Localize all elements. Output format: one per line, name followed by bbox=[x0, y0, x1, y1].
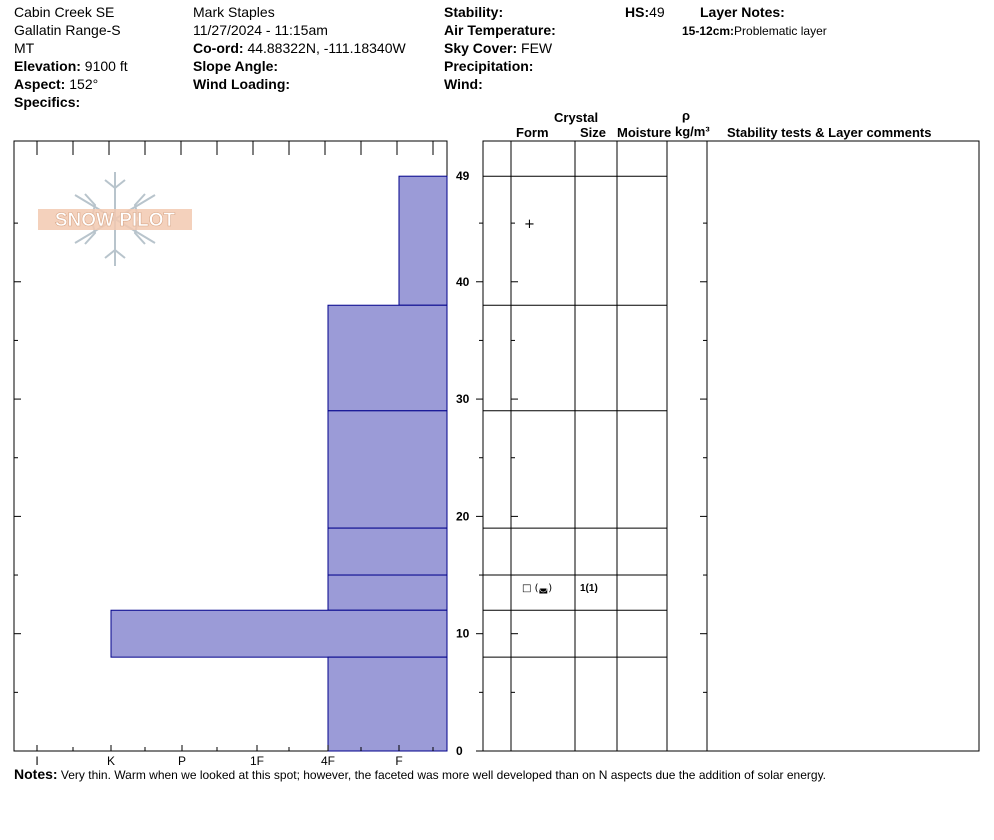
snowpilot-logo: SNOW PILOT bbox=[38, 172, 192, 266]
notes-label: Notes: bbox=[14, 766, 58, 782]
hardness-tick-label: 4F bbox=[321, 754, 335, 768]
depth-tick-label: 40 bbox=[456, 275, 470, 289]
precipitation-label: Precipitation: bbox=[444, 58, 534, 74]
crystal-header: Crystal bbox=[554, 110, 599, 125]
crystal-form-symbol: □ (◛) bbox=[522, 583, 552, 594]
mountain-range: Gallatin Range-S bbox=[14, 22, 121, 38]
elevation-value: 9100 ft bbox=[84, 58, 128, 74]
notes-row: Notes: Very thin. Warm when we looked at… bbox=[14, 766, 826, 782]
hardness-tick-label: I bbox=[35, 754, 38, 768]
depth-tick-label: 20 bbox=[456, 509, 470, 523]
observer-name: Mark Staples bbox=[193, 4, 275, 20]
hardness-tick-label: F bbox=[395, 754, 402, 768]
depth-tick-label: 30 bbox=[456, 392, 470, 406]
observation-datetime: 11/27/2024 - 11:15am bbox=[193, 22, 328, 38]
coordinates-row: Co-ord: 44.88322N, -111.18340W bbox=[193, 40, 406, 56]
hardness-layer-bar bbox=[110, 609, 448, 658]
moisture-header: Moisture bbox=[617, 125, 672, 140]
stability-label: Stability: bbox=[444, 4, 504, 20]
aspect-label: Aspect: bbox=[14, 76, 66, 92]
hardness-layer-bar bbox=[327, 527, 448, 576]
specifics-label: Specifics: bbox=[14, 94, 81, 110]
layer-note-range: 15-12cm: bbox=[682, 24, 735, 38]
hardness-layer-bar bbox=[327, 656, 448, 752]
layer-note-row: 15-12cm:Problematic layer bbox=[682, 24, 827, 38]
coord-label: Co-ord: bbox=[193, 40, 244, 56]
wind-loading-label: Wind Loading: bbox=[193, 76, 291, 92]
form-header: Form bbox=[516, 125, 549, 140]
sky-cover-value: FEW bbox=[521, 40, 553, 56]
crystal-form-symbol: + bbox=[524, 217, 535, 232]
sky-cover-label: Sky Cover: bbox=[444, 40, 518, 56]
hs-label: HS: bbox=[625, 4, 650, 20]
density-unit: kg/m³ bbox=[675, 124, 710, 139]
wind-label: Wind: bbox=[444, 76, 483, 92]
layer-table-frame bbox=[482, 140, 980, 752]
hardness-tick-label: 1F bbox=[250, 754, 264, 768]
elevation-row: Elevation: 9100 ft bbox=[14, 58, 128, 74]
depth-tick-label: 49 bbox=[456, 169, 470, 183]
air-temperature-label: Air Temperature: bbox=[444, 22, 556, 38]
stability-tests-header: Stability tests & Layer comments bbox=[727, 125, 932, 140]
coord-value: 44.88322N, -111.18340W bbox=[247, 40, 406, 56]
depth-tick-label: 0 bbox=[456, 744, 463, 758]
sky-cover-row: Sky Cover: FEW bbox=[444, 40, 552, 56]
size-header: Size bbox=[580, 125, 607, 140]
snow-height-row: HS:49 bbox=[625, 4, 665, 20]
logo-text: SNOW PILOT bbox=[55, 210, 176, 231]
layer-note-text: Problematic layer bbox=[734, 24, 827, 38]
slope-angle-label: Slope Angle: bbox=[193, 58, 279, 74]
hardness-layer-bar bbox=[398, 175, 448, 306]
hs-value: 49 bbox=[649, 4, 665, 20]
hardness-layer-bar bbox=[327, 304, 448, 412]
elevation-label: Elevation: bbox=[14, 58, 81, 74]
aspect-row: Aspect: 152° bbox=[14, 76, 98, 92]
hardness-tick-label: P bbox=[178, 754, 186, 768]
notes-text: Very thin. Warm when we looked at this s… bbox=[60, 768, 827, 782]
layer-notes-label: Layer Notes: bbox=[700, 4, 785, 20]
location-name: Cabin Creek SE bbox=[14, 4, 115, 20]
state: MT bbox=[14, 40, 35, 56]
hardness-layer-bar bbox=[327, 574, 448, 611]
density-symbol: ρ bbox=[682, 108, 691, 123]
aspect-value: 152° bbox=[69, 76, 99, 92]
crystal-size-value: 1(1) bbox=[580, 583, 598, 594]
depth-tick-label: 10 bbox=[456, 627, 470, 641]
hardness-tick-label: K bbox=[107, 754, 115, 768]
hardness-layer-bar bbox=[327, 410, 448, 529]
